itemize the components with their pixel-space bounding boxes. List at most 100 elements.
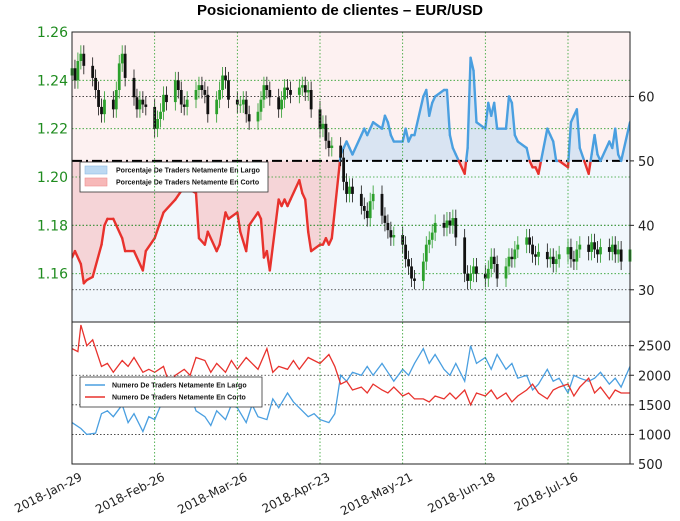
price-candle bbox=[368, 201, 372, 219]
price-candle bbox=[244, 99, 248, 115]
positioning-line-segment bbox=[433, 88, 446, 98]
x-tick-label: 2018-Mar-26 bbox=[175, 470, 249, 517]
price-candle bbox=[194, 90, 198, 100]
price-candle bbox=[289, 90, 292, 95]
positioning-line-segment bbox=[575, 108, 582, 150]
price-candle bbox=[179, 90, 183, 105]
price-candle bbox=[534, 254, 537, 257]
price-candle bbox=[392, 235, 396, 238]
positioning-line-segment bbox=[425, 88, 431, 117]
positioning-line-segment bbox=[504, 95, 511, 130]
positioning-line-segment bbox=[539, 127, 549, 163]
positioning-line-segment bbox=[593, 133, 599, 156]
price-candle bbox=[173, 80, 177, 103]
price-candle bbox=[442, 222, 446, 228]
positioning-line-segment bbox=[298, 179, 304, 195]
price-candle bbox=[531, 244, 534, 255]
price-candle bbox=[619, 249, 623, 262]
price-candle bbox=[386, 222, 390, 231]
price-candle bbox=[551, 256, 555, 264]
price-candle bbox=[286, 87, 289, 90]
price-candle bbox=[421, 261, 425, 281]
positioning-line-segment bbox=[236, 211, 242, 233]
price-candle bbox=[91, 65, 95, 78]
price-candle bbox=[327, 140, 331, 148]
price-candle bbox=[469, 273, 472, 281]
price-candle bbox=[489, 256, 493, 269]
positioning-line-segment bbox=[484, 101, 490, 130]
price-candle bbox=[309, 90, 313, 110]
price-candle bbox=[103, 99, 106, 115]
price-candle bbox=[513, 249, 517, 260]
positioning-line-segment bbox=[567, 121, 573, 163]
positioning-line-segment bbox=[525, 146, 531, 163]
price-candle bbox=[265, 85, 269, 90]
positioning-line-segment bbox=[380, 114, 387, 130]
positioning-line-segment bbox=[259, 217, 266, 259]
price-candle bbox=[445, 220, 449, 228]
price-candle bbox=[141, 99, 145, 105]
positioning-line-segment bbox=[218, 211, 227, 246]
x-tick-label: 2018-Jun-18 bbox=[425, 470, 497, 516]
positioning-line-segment bbox=[153, 211, 165, 240]
price-candle bbox=[427, 239, 431, 245]
price-candle bbox=[262, 85, 266, 100]
price-candle bbox=[389, 230, 393, 238]
positioning-line-segment bbox=[587, 159, 592, 175]
price-candle bbox=[365, 210, 369, 219]
price-candle bbox=[339, 145, 343, 158]
price-candle bbox=[454, 218, 458, 238]
positioning-line-segment bbox=[457, 159, 466, 175]
price-candle bbox=[297, 87, 301, 95]
plot-frame bbox=[71, 31, 631, 465]
price-candle bbox=[451, 218, 455, 226]
positioning-line-segment bbox=[386, 121, 393, 137]
left-tick-label: 1.22 bbox=[37, 122, 68, 138]
price-candle bbox=[483, 273, 487, 279]
bottom-right-tick-label: 500 bbox=[638, 458, 663, 473]
positioning-line-segment bbox=[464, 146, 469, 163]
top-legend-swatch-0 bbox=[84, 165, 108, 175]
price-candle bbox=[587, 244, 591, 252]
x-tick-label: 2018-Feb-26 bbox=[93, 470, 167, 517]
positioning-line-segment bbox=[552, 140, 558, 163]
price-candle bbox=[123, 53, 127, 78]
price-candle bbox=[495, 264, 499, 279]
price-candle bbox=[206, 94, 210, 115]
positioning-line-segment bbox=[557, 159, 570, 169]
price-candle bbox=[528, 237, 532, 245]
price-candle bbox=[371, 193, 375, 202]
positioning-line-segment bbox=[492, 101, 499, 130]
price-candle bbox=[566, 247, 570, 255]
positioning-line-segment bbox=[120, 237, 127, 253]
x-tick-label: 2018-Apr-23 bbox=[260, 470, 332, 516]
price-candle bbox=[165, 94, 168, 103]
positioning-line-segment bbox=[79, 262, 86, 285]
positioning-line-segment bbox=[141, 249, 148, 272]
price-candle bbox=[256, 111, 260, 122]
price-candle bbox=[227, 80, 230, 100]
top-legend-label-0: Porcentaje De Traders Netamente En Largo bbox=[116, 168, 260, 175]
price-candle bbox=[247, 114, 251, 122]
positioning-line-segment bbox=[244, 224, 251, 253]
price-candle bbox=[486, 268, 490, 279]
price-candle bbox=[79, 53, 83, 61]
left-tick-label: 1.26 bbox=[37, 25, 68, 41]
price-candle bbox=[330, 145, 334, 148]
positioning-line-segment bbox=[206, 230, 218, 253]
price-candle bbox=[82, 53, 86, 66]
positioning-line-segment bbox=[428, 101, 434, 117]
positioning-line-segment bbox=[448, 133, 455, 150]
positioning-line-segment bbox=[132, 249, 145, 272]
bottom-right-tick-label: 1500 bbox=[638, 399, 671, 414]
price-candle bbox=[466, 273, 470, 281]
positioning-line-segment bbox=[404, 127, 410, 143]
price-candle bbox=[545, 251, 549, 260]
price-candle bbox=[599, 247, 602, 255]
price-candle bbox=[215, 99, 219, 115]
positioning-line-segment bbox=[537, 159, 543, 175]
price-candle bbox=[138, 99, 142, 110]
price-candle bbox=[321, 123, 325, 129]
price-candle bbox=[554, 259, 558, 264]
price-candle bbox=[472, 266, 475, 274]
